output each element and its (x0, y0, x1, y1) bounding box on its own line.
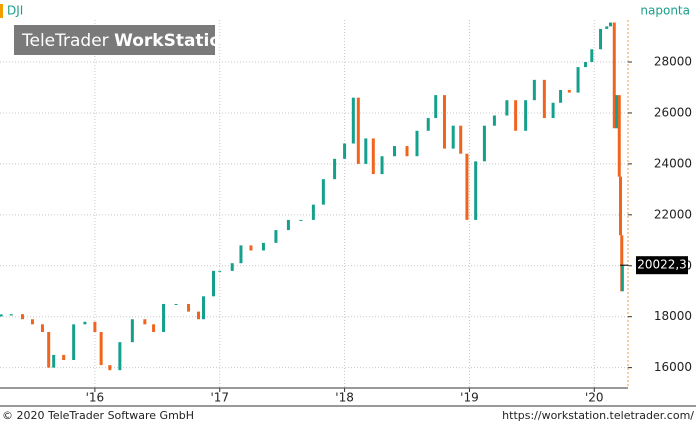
candle (451, 125, 455, 149)
last-price-box (636, 256, 688, 275)
watermark-bold: WorkStation (114, 31, 233, 51)
candle (202, 296, 206, 320)
candle (20, 314, 24, 320)
candle (442, 95, 446, 149)
candle (311, 204, 315, 220)
candle (9, 314, 13, 316)
candle (130, 319, 134, 343)
candle (492, 115, 496, 126)
candle (576, 67, 580, 93)
candle (239, 245, 243, 264)
chart-title: DJI (7, 4, 23, 18)
candle (619, 176, 623, 236)
watermark-light: TeleTrader (21, 31, 109, 51)
candle (261, 242, 265, 251)
candle (474, 161, 478, 220)
footer-left: © 2020 TeleTrader Software GmbH (2, 409, 194, 422)
x-tick-label: '16 (86, 391, 105, 405)
candle (559, 90, 563, 103)
watermark: TeleTrader WorkStation (21, 31, 233, 51)
candle (371, 138, 375, 175)
candle (615, 95, 619, 129)
y-tick-label: 22000 (654, 207, 692, 221)
candle (40, 324, 44, 332)
x-tick-label: '20 (585, 391, 604, 405)
x-tick-label: '19 (460, 391, 479, 405)
candle (52, 354, 56, 368)
candle (459, 125, 463, 154)
candle (118, 342, 122, 371)
y-tick-label: 16000 (654, 360, 692, 374)
candle (249, 245, 253, 251)
candle (505, 100, 509, 116)
candle (426, 118, 430, 131)
candle (351, 97, 355, 144)
last-price-label: 20022,3 (637, 258, 687, 272)
candle (612, 22, 616, 129)
candle (605, 26, 609, 29)
x-tick-label: '17 (210, 391, 229, 405)
candle (230, 263, 234, 271)
candle (162, 303, 166, 332)
candle (286, 219, 290, 231)
candle (524, 100, 528, 131)
candle (584, 62, 588, 68)
x-tick-label: '18 (335, 391, 354, 405)
candle (30, 319, 34, 325)
y-tick-label: 18000 (654, 309, 692, 323)
candle (108, 365, 112, 371)
candle (617, 95, 621, 177)
candle (434, 95, 438, 119)
candle (405, 146, 409, 157)
footer-right: https://workstation.teletrader.com/ (502, 409, 694, 422)
candle (72, 324, 76, 360)
period-label: naponta (640, 4, 690, 18)
candle (567, 90, 571, 93)
candle (393, 146, 397, 157)
candle (356, 97, 360, 164)
candle (551, 102, 555, 119)
candle (514, 100, 518, 131)
candle (197, 311, 201, 320)
candle (364, 138, 368, 164)
candle (620, 265, 624, 292)
symbol-marker (0, 4, 3, 18)
candle (62, 354, 66, 360)
y-tick-label: 26000 (654, 105, 692, 119)
candle (143, 319, 147, 325)
y-tick-label: 28000 (654, 55, 692, 69)
candle (532, 79, 536, 101)
candle (47, 331, 51, 368)
candle (599, 28, 603, 50)
candle (343, 143, 347, 159)
candle (609, 22, 613, 27)
candle (218, 270, 222, 272)
candle (174, 303, 178, 305)
candle (415, 130, 419, 157)
candle (152, 324, 156, 332)
candle (542, 79, 546, 119)
candle (465, 153, 469, 220)
candle (211, 270, 215, 297)
candle (0, 314, 3, 317)
candle (93, 321, 97, 332)
candle (187, 303, 191, 312)
candle (321, 179, 325, 205)
watermark-box (14, 25, 215, 55)
candle (99, 331, 103, 366)
candle (380, 156, 384, 175)
candle (83, 321, 87, 325)
candle (620, 235, 624, 292)
candle (333, 158, 337, 180)
candle (482, 125, 486, 162)
y-tick-label: 24000 (654, 156, 692, 170)
candle (299, 219, 303, 221)
candle (274, 230, 278, 243)
candle (590, 49, 594, 63)
